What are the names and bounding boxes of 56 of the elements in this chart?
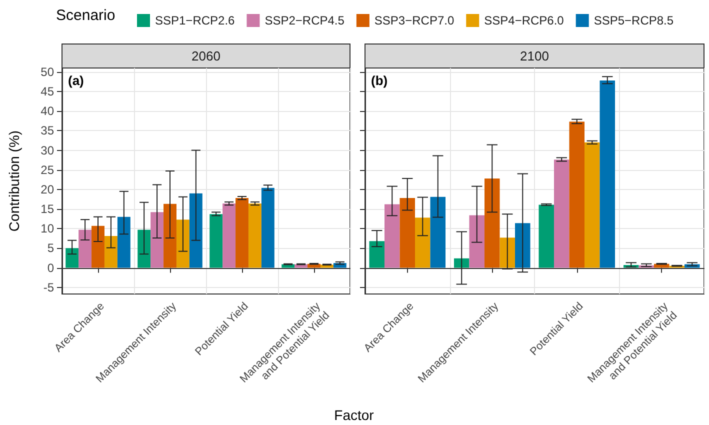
bar — [210, 214, 223, 268]
bar — [189, 193, 202, 268]
legend-label: SSP2−RCP4.5 — [264, 14, 345, 28]
bar — [248, 204, 262, 268]
x-axis-title: Factor — [334, 407, 374, 423]
legend-label: SSP3−RCP7.0 — [374, 14, 454, 28]
bar — [654, 264, 670, 268]
y-tick-label: 10 — [40, 222, 54, 236]
legend-label: SSP1−RCP2.6 — [155, 14, 236, 28]
chart-title: 2100 — [520, 48, 549, 64]
y-axis-title: Contribution (%) — [6, 130, 22, 232]
bar — [484, 178, 500, 268]
y-tick-label: 0 — [47, 260, 54, 275]
legend-title: Scenario — [56, 7, 116, 24]
annotation: (b) — [371, 73, 388, 88]
bar — [66, 248, 79, 268]
y-tick-label: 50 — [40, 64, 54, 79]
legend-label: SSP5−RCP8.5 — [594, 14, 674, 28]
bar — [117, 216, 130, 268]
bar — [92, 226, 104, 268]
annotation: (a) — [68, 73, 84, 88]
bar — [261, 188, 274, 268]
bar — [164, 204, 176, 268]
y-tick-label: 30 — [40, 143, 54, 158]
bar — [369, 241, 384, 268]
bar — [538, 204, 554, 268]
bar — [415, 218, 430, 268]
bar — [150, 212, 164, 268]
chart-title: 2060 — [192, 48, 220, 64]
bar — [500, 238, 516, 268]
bar — [104, 236, 118, 268]
y-tick-label: 40 — [40, 104, 54, 118]
y-tick-label: -5 — [43, 280, 54, 294]
y-tick-label: 35 — [40, 124, 54, 138]
bar — [384, 204, 400, 268]
bar — [430, 196, 446, 268]
bar — [584, 142, 600, 268]
bar — [400, 198, 416, 268]
y-tick-label: 45 — [40, 84, 54, 98]
bar — [138, 230, 151, 268]
bar — [569, 122, 585, 268]
bar — [554, 160, 570, 268]
bar — [469, 215, 484, 268]
bar — [236, 198, 248, 268]
bar — [454, 258, 470, 268]
bar — [176, 220, 190, 268]
y-tick-label: 15 — [40, 202, 54, 216]
bar — [515, 223, 530, 268]
legend-label: SSP4−RCP6.0 — [484, 14, 564, 28]
bar — [308, 264, 320, 268]
bar — [222, 204, 236, 268]
bar — [78, 230, 92, 268]
bar — [600, 80, 616, 268]
y-tick-label: 20 — [40, 182, 54, 196]
y-tick-label: 25 — [40, 162, 54, 177]
y-tick-label: 5 — [47, 241, 54, 256]
